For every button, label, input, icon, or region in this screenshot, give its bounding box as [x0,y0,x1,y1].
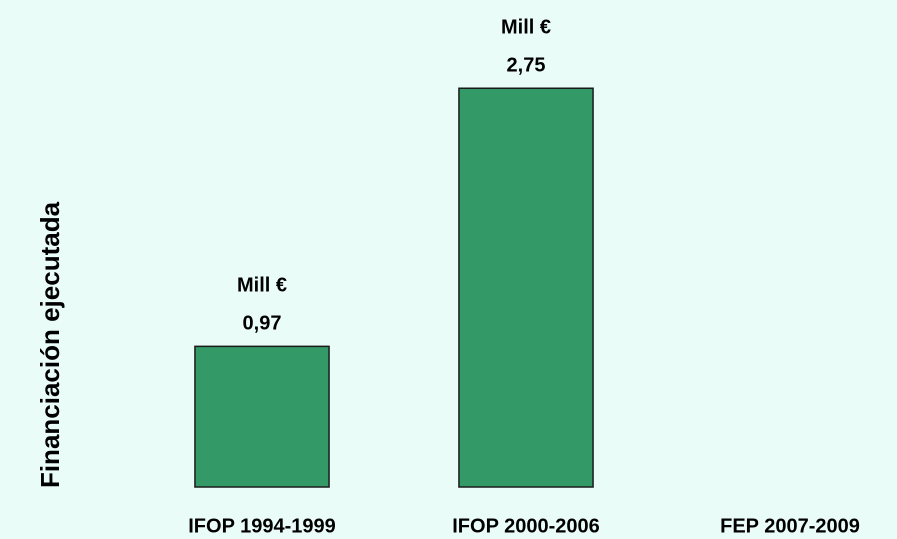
unit-label: Mill € [501,17,551,39]
y-axis-label: Financiación ejecutada [35,201,65,488]
x-tick-label: FEP 2007-2009 [720,515,860,537]
bar [458,87,594,488]
value-label: 0,97 [243,313,282,335]
x-tick-label: IFOP 2000-2006 [452,515,600,537]
unit-label: Mill € [237,275,287,297]
value-label: 2,75 [507,55,546,77]
bar [194,345,330,488]
x-tick-label: IFOP 1994-1999 [188,515,336,537]
